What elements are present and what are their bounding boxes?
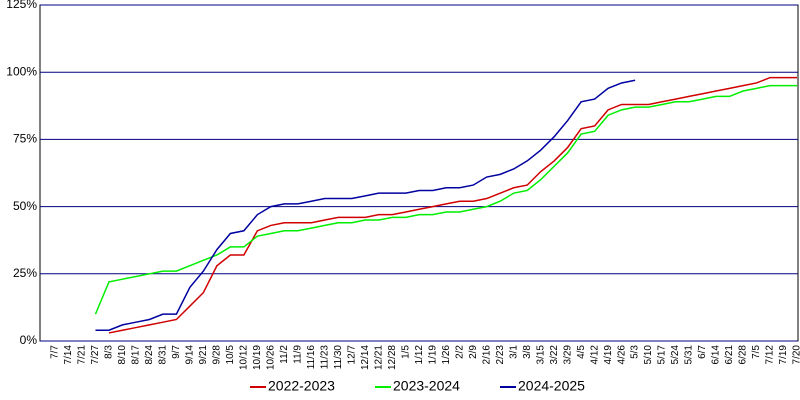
x-tick-label: 12/7 <box>346 345 357 365</box>
x-tick-label: 5/10 <box>643 345 654 365</box>
x-tick-label: 9/21 <box>198 345 209 365</box>
series-line <box>108 76 797 334</box>
x-tick-label: 4/26 <box>616 345 627 365</box>
y-tick-label: 75% <box>13 132 37 146</box>
x-tick-label: 4/5 <box>576 345 587 359</box>
x-tick-label: 5/31 <box>684 345 695 365</box>
x-tick-label: 8/31 <box>158 345 169 365</box>
y-tick-label: 25% <box>13 266 37 280</box>
x-tick-label: 6/14 <box>711 345 722 365</box>
x-tick-label: 11/2 <box>279 345 290 364</box>
x-tick-label: 7/19 <box>778 345 789 365</box>
x-tick-label: 2/16 <box>481 345 492 365</box>
legend-label: 2023-2024 <box>393 378 460 394</box>
x-tick-label: 7/5 <box>751 345 762 359</box>
x-tick-label: 7/7 <box>50 345 61 359</box>
x-tick-label: 11/9 <box>292 345 303 364</box>
series-line <box>94 84 797 315</box>
legend-label: 2022-2023 <box>268 378 335 394</box>
x-tick-label: 7/27 <box>90 345 101 365</box>
x-tick-label: 6/21 <box>724 345 735 365</box>
x-tick-label: 1/19 <box>427 345 438 365</box>
x-tick-label: 4/19 <box>603 345 614 365</box>
x-tick-label: 10/19 <box>252 345 263 370</box>
x-tick-label: 10/5 <box>225 345 236 365</box>
x-tick-label: 6/7 <box>697 345 708 359</box>
plot-frame <box>39 4 799 342</box>
y-tick-label: 100% <box>6 64 37 78</box>
x-tick-label: 5/24 <box>670 345 681 365</box>
x-tick-label: 9/28 <box>212 345 223 365</box>
x-tick-label: 9/7 <box>171 345 182 359</box>
x-tick-label: 11/16 <box>306 345 317 370</box>
x-tick-label: 2/2 <box>454 345 465 359</box>
x-tick-label: 3/22 <box>549 345 560 365</box>
x-tick-label: 9/14 <box>185 345 196 365</box>
x-tick-label: 3/15 <box>535 345 546 365</box>
x-tick-label: 3/1 <box>508 345 519 359</box>
x-tick-label: 10/26 <box>265 345 276 370</box>
x-tick-label: 1/5 <box>400 345 411 359</box>
x-tick-label: 7/21 <box>77 345 88 365</box>
x-tick-label: 8/24 <box>144 345 155 365</box>
x-tick-label: 5/3 <box>630 345 641 359</box>
y-tick-label: 50% <box>13 199 37 213</box>
x-tick-label: 4/12 <box>589 345 600 365</box>
x-tick-label: 1/12 <box>414 345 425 365</box>
x-tick-label: 7/14 <box>63 345 74 365</box>
legend-label: 2024-2025 <box>518 378 585 394</box>
x-tick-label: 8/3 <box>104 345 115 359</box>
x-tick-label: 12/14 <box>360 345 371 370</box>
x-tick-label: 1/26 <box>441 345 452 365</box>
x-tick-label: 8/17 <box>131 345 142 365</box>
x-tick-label: 3/29 <box>562 345 573 365</box>
x-tick-label: 7/12 <box>765 345 776 365</box>
x-tick-label: 12/28 <box>387 345 398 370</box>
x-tick-label: 2/23 <box>495 345 506 365</box>
x-tick-label: 6/28 <box>738 345 749 365</box>
x-tick-label: 5/17 <box>657 345 668 365</box>
x-tick-label: 7/20 <box>792 345 800 365</box>
x-tick-label: 8/10 <box>117 345 128 365</box>
x-tick-label: 11/30 <box>333 345 344 370</box>
x-tick-label: 2/9 <box>468 345 479 359</box>
x-tick-label: 11/23 <box>319 345 330 370</box>
y-tick-label: 0% <box>20 333 38 347</box>
series-line <box>95 79 636 331</box>
x-tick-label: 3/8 <box>522 345 533 359</box>
x-tick-label: 12/21 <box>373 345 384 370</box>
x-tick-label: 10/12 <box>239 345 250 370</box>
y-tick-label: 125% <box>6 0 37 11</box>
